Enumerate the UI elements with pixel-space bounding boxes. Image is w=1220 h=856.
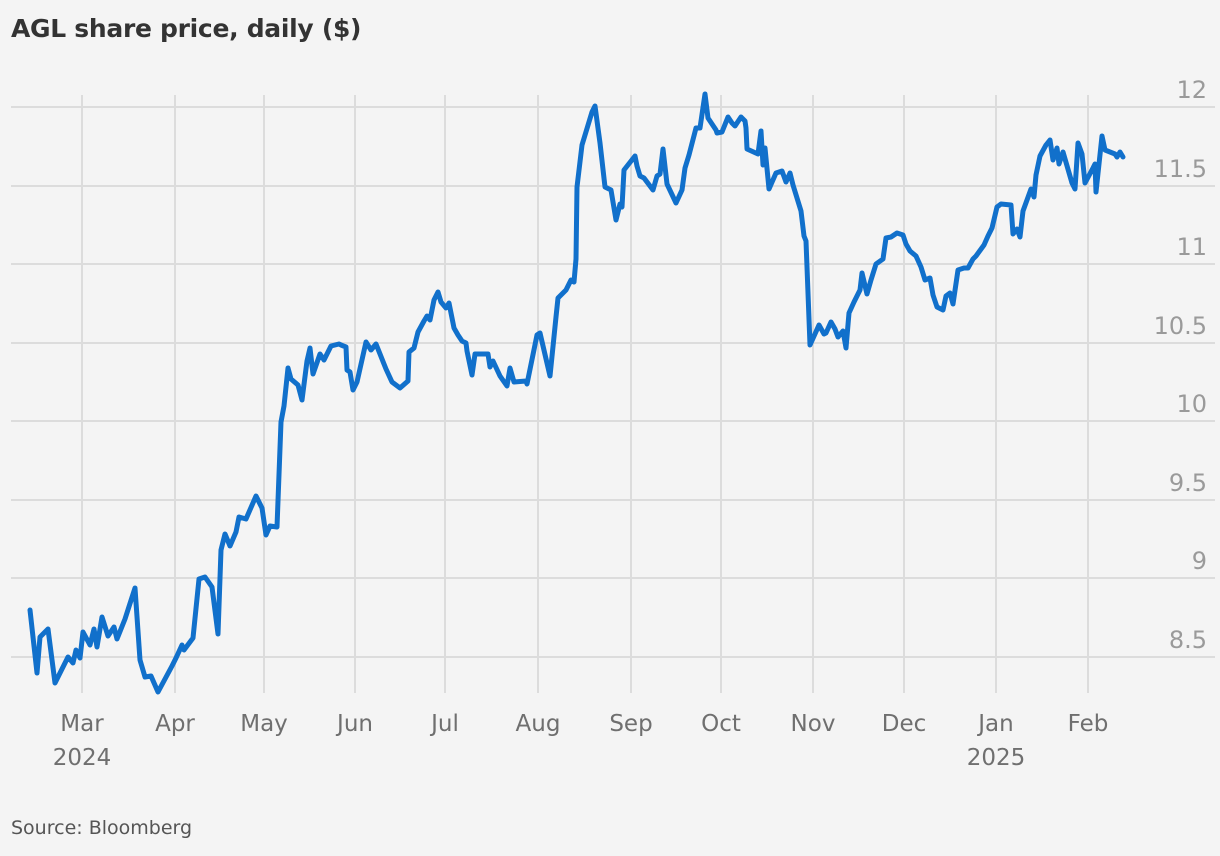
y-tick-label: 8.5 (1169, 626, 1207, 654)
x-year-label: 2025 (967, 745, 1026, 771)
share-price-line (27, 91, 1126, 695)
x-tick-label: Sep (609, 711, 652, 737)
y-tick-label: 10 (1176, 390, 1207, 418)
x-tick-label: Apr (155, 711, 195, 737)
x-tick-label: Jul (429, 711, 459, 737)
y-tick-label: 9 (1192, 547, 1207, 575)
y-tick-label: 10.5 (1154, 312, 1207, 340)
y-tick-label: 9.5 (1169, 469, 1207, 497)
source-note: Source: Bloomberg (11, 817, 193, 839)
x-tick-label: Mar (60, 711, 104, 737)
x-axis-labels: Mar 2024 Apr May Jun Jul Aug Sep Oct Nov Dec Jan 202… (53, 711, 1109, 771)
x-tick-label: Aug (516, 711, 561, 737)
x-tick-label: Oct (701, 711, 741, 737)
y-tick-label: 11 (1176, 233, 1207, 261)
y-tick-label: 11.5 (1154, 155, 1207, 183)
y-axis-labels: 12 11.5 11 10.5 10 9.5 9 8.5 (1154, 76, 1207, 654)
y-tick-label: 12 (1176, 76, 1207, 104)
horizontal-gridlines (11, 106, 1215, 658)
x-tick-label: Feb (1068, 711, 1109, 737)
x-tick-label: Jan (976, 711, 1013, 737)
x-tick-label: Nov (791, 711, 836, 737)
x-year-label: 2024 (53, 745, 112, 771)
x-tick-label: Dec (882, 711, 927, 737)
chart-title: AGL share price, daily ($) (11, 14, 362, 43)
vertical-gridlines (81, 95, 1089, 693)
x-tick-label: Jun (335, 711, 373, 737)
x-tick-label: May (240, 711, 288, 737)
